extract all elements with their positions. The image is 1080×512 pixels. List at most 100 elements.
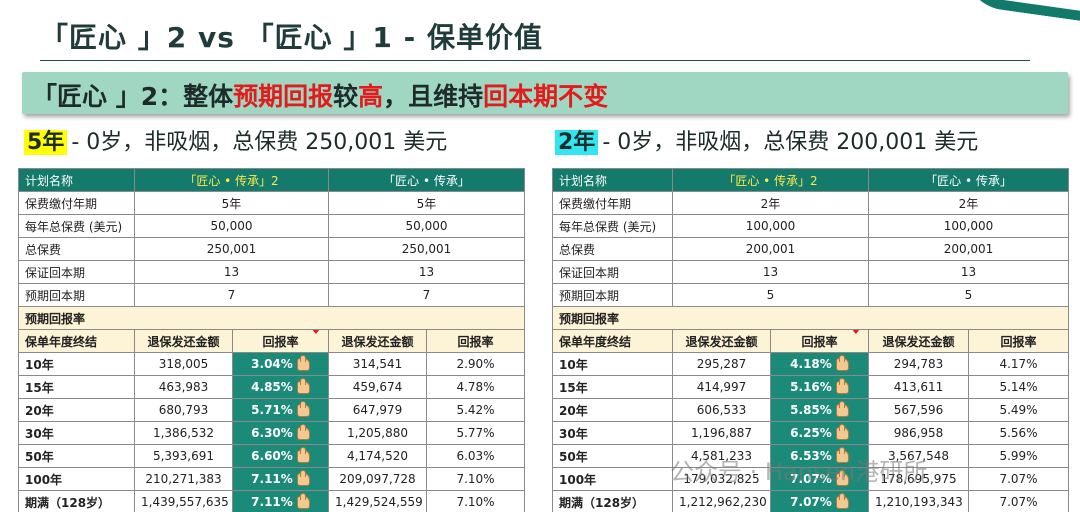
thumbs-up-icon (835, 378, 849, 394)
summary-banner: 「匠心 」2：整体预期回报较高，且维持回本期不变 (22, 72, 1068, 114)
surrender-value-new: 414,997 (672, 375, 771, 399)
policy-year: 20年 (552, 398, 673, 422)
info-value-old: 200,001 (868, 237, 1069, 261)
return-rate-new: 7.11% (232, 490, 329, 512)
return-rate-old: 6.03% (426, 444, 525, 468)
info-value-new: 13 (672, 260, 869, 284)
info-row: 保费缴付年期 2年 2年 (552, 191, 1069, 215)
return-rate-old: 7.07% (968, 467, 1069, 491)
section-title: 预期回报率 (552, 306, 1069, 330)
thumbs-up-icon (296, 424, 310, 440)
info-value-old: 2年 (868, 191, 1069, 215)
header-plan-new-label: 「匠心 • 传承」2 (184, 173, 279, 188)
surrender-value-new: 210,271,383 (134, 467, 233, 491)
header-plan-old: 「匠心 • 传承」 (328, 168, 525, 192)
return-rate-new: 6.60% (232, 444, 329, 468)
return-rate-old: 7.10% (426, 490, 525, 512)
return-rate-new-value: 7.11% (251, 472, 293, 486)
info-row: 保证回本期 13 13 (552, 260, 1069, 284)
surrender-value-old: 567,596 (868, 398, 969, 422)
info-value-old: 5 (868, 283, 1069, 307)
left-plan-table: 计划名称 「匠心 • 传承」2 「匠心 • 传承」 保费缴付年期 5年 5年 每年总保费 (… (18, 168, 525, 512)
thumbs-up-icon (296, 470, 310, 486)
title-divider (40, 60, 1030, 61)
return-rate-old: 7.10% (426, 467, 525, 491)
header-plan-new: 「匠心 • 传承」2 (672, 168, 869, 192)
banner-highlight-high: 高 (358, 82, 384, 111)
surrender-value-old: 1,205,880 (328, 421, 427, 445)
heart-icon: ♥ (311, 329, 320, 338)
left-scenario-desc: - 0岁，非吸烟，总保费 250,001 美元 (71, 130, 448, 155)
return-rate-new: 7.11% (232, 467, 329, 491)
thumbs-up-icon (835, 493, 849, 509)
corner-decoration (957, 0, 1080, 26)
table-row: 50年 5,393,691 6.60% 4,174,520 6.03% (18, 444, 525, 468)
info-label: 预期回本期 (552, 283, 673, 307)
section-title: 预期回报率 (18, 306, 525, 330)
sub-header-cell: 退保发还金额 (672, 329, 771, 353)
surrender-value-old: 647,979 (328, 398, 427, 422)
return-rate-new: 7.07% (770, 490, 869, 512)
table-row: 15年 463,983 4.85% 459,674 4.78% (18, 375, 525, 399)
plan-header-row: 计划名称 「匠心 • 传承」2 「匠心 • 传承」 (18, 168, 525, 192)
banner-highlight-breakeven: 回本期不变 (483, 82, 609, 111)
table-row: 期满（128岁） 1,212,962,230 7.07% 1,210,193,343 7… (552, 490, 1069, 512)
info-value-old: 5年 (328, 191, 525, 215)
sub-header-row: 保单年度终结 退保发还金额 回报率 ♥ 退保发还金额 回报率 (18, 329, 525, 353)
surrender-value-new: 4,581,233 (672, 444, 771, 468)
surrender-value-new: 1,196,887 (672, 421, 771, 445)
thumbs-up-icon (296, 355, 310, 371)
surrender-value-old: 1,429,524,559 (328, 490, 427, 512)
policy-year: 30年 (552, 421, 673, 445)
info-value-new: 2年 (672, 191, 869, 215)
return-rate-new: 5.71% (232, 398, 329, 422)
return-rate-new-value: 6.53% (790, 449, 832, 463)
surrender-value-new: 1,212,962,230 (672, 490, 771, 512)
info-value-old: 50,000 (328, 214, 525, 238)
table-row: 30年 1,386,532 6.30% 1,205,880 5.77% (18, 421, 525, 445)
surrender-value-new: 606,533 (672, 398, 771, 422)
return-rate-old: 5.99% (968, 444, 1069, 468)
right-scenario-tag: 2年 (555, 130, 599, 155)
return-rate-old: 5.77% (426, 421, 525, 445)
info-label: 每年总保费 (美元) (552, 214, 673, 238)
return-rate-new-value: 5.85% (790, 403, 832, 417)
return-rate-old: 5.42% (426, 398, 525, 422)
info-value-new: 5年 (134, 191, 329, 215)
thumbs-up-icon (296, 447, 310, 463)
return-rate-old: 4.17% (968, 352, 1069, 376)
section-row: 预期回报率 (552, 306, 1069, 330)
heart-icon: ♥ (851, 329, 860, 338)
policy-year: 100年 (552, 467, 673, 491)
return-rate-new: 4.18% (770, 352, 869, 376)
return-rate-new-value: 6.30% (251, 426, 293, 440)
sub-header-cell: 回报率 ♥ (232, 329, 329, 353)
thumbs-up-icon (296, 401, 310, 417)
surrender-value-old: 4,174,520 (328, 444, 427, 468)
banner-mid1: 较 (333, 82, 359, 111)
info-value-old: 100,000 (868, 214, 1069, 238)
sub-header-cell: 保单年度终结 (552, 329, 673, 353)
return-rate-new-value: 3.04% (251, 357, 293, 371)
sub-header-cell: 回报率 (968, 329, 1069, 353)
info-row: 总保费 200,001 200,001 (552, 237, 1069, 261)
return-rate-old: 5.14% (968, 375, 1069, 399)
table-row: 10年 295,287 4.18% 294,783 4.17% (552, 352, 1069, 376)
sub-header-cell: 回报率 (426, 329, 525, 353)
table-row: 100年 179,032,825 7.07% 178,695,975 7.07% (552, 467, 1069, 491)
return-rate-new: 5.16% (770, 375, 869, 399)
info-value-new: 100,000 (672, 214, 869, 238)
banner-highlight-return: 预期回报 (233, 82, 334, 111)
thumbs-up-icon (296, 378, 310, 394)
surrender-value-new: 5,393,691 (134, 444, 233, 468)
info-row: 每年总保费 (美元) 50,000 50,000 (18, 214, 525, 238)
thumbs-up-icon (835, 447, 849, 463)
info-label: 保证回本期 (18, 260, 135, 284)
surrender-value-new: 318,005 (134, 352, 233, 376)
table-row: 100年 210,271,383 7.11% 209,097,728 7.10% (18, 467, 525, 491)
return-rate-new-value: 6.60% (251, 449, 293, 463)
sub-header-cell: 退保发还金额 (328, 329, 427, 353)
policy-year: 期满（128岁） (552, 490, 673, 512)
surrender-value-old: 459,674 (328, 375, 427, 399)
return-rate-new: 4.85% (232, 375, 329, 399)
